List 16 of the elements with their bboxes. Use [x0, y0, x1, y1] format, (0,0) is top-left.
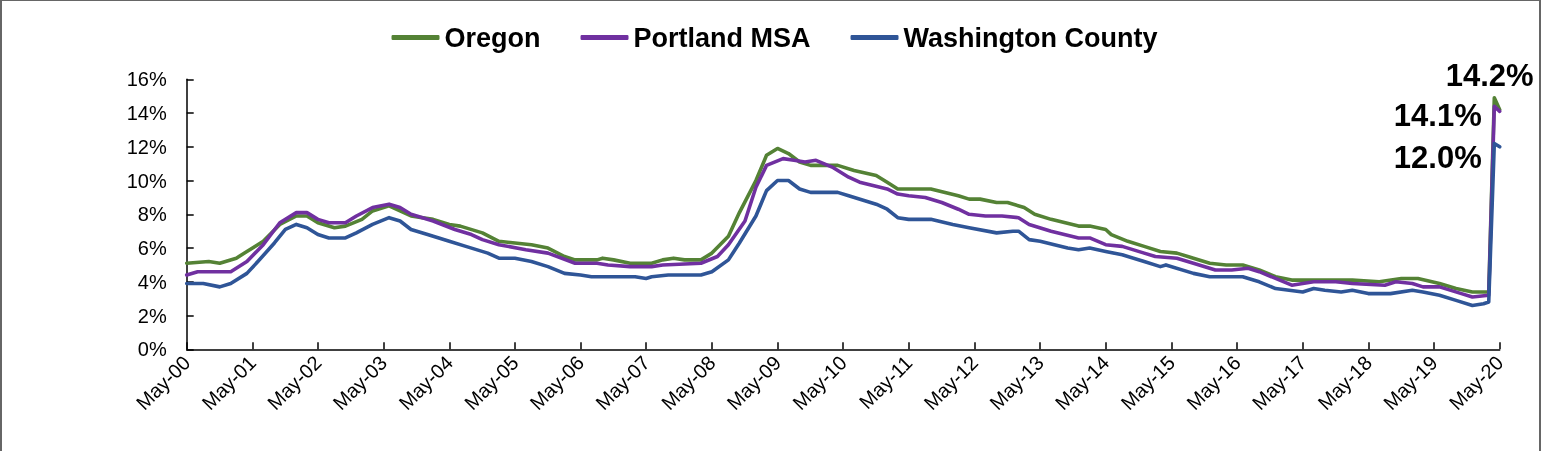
- legend-label: Portland MSA: [633, 22, 811, 53]
- data-label: 14.2%: [1445, 57, 1534, 93]
- legend-label: Washington County: [903, 22, 1158, 53]
- y-tick-label: 8%: [137, 203, 167, 226]
- y-tick-label: 12%: [126, 135, 167, 158]
- data-label: 12.0%: [1393, 140, 1482, 176]
- line-series: [184, 141, 1502, 308]
- data-label: 14.1%: [1393, 97, 1482, 133]
- y-tick-label: 6%: [137, 237, 167, 260]
- legend-label: Oregon: [444, 22, 541, 53]
- y-tick-label: 16%: [126, 68, 167, 91]
- y-tick-label: 14%: [126, 102, 167, 125]
- y-tick-label: 2%: [137, 304, 167, 327]
- y-tick-label: 4%: [137, 270, 167, 293]
- y-tick-label: 10%: [126, 169, 167, 192]
- y-tick-label: 0%: [137, 338, 167, 361]
